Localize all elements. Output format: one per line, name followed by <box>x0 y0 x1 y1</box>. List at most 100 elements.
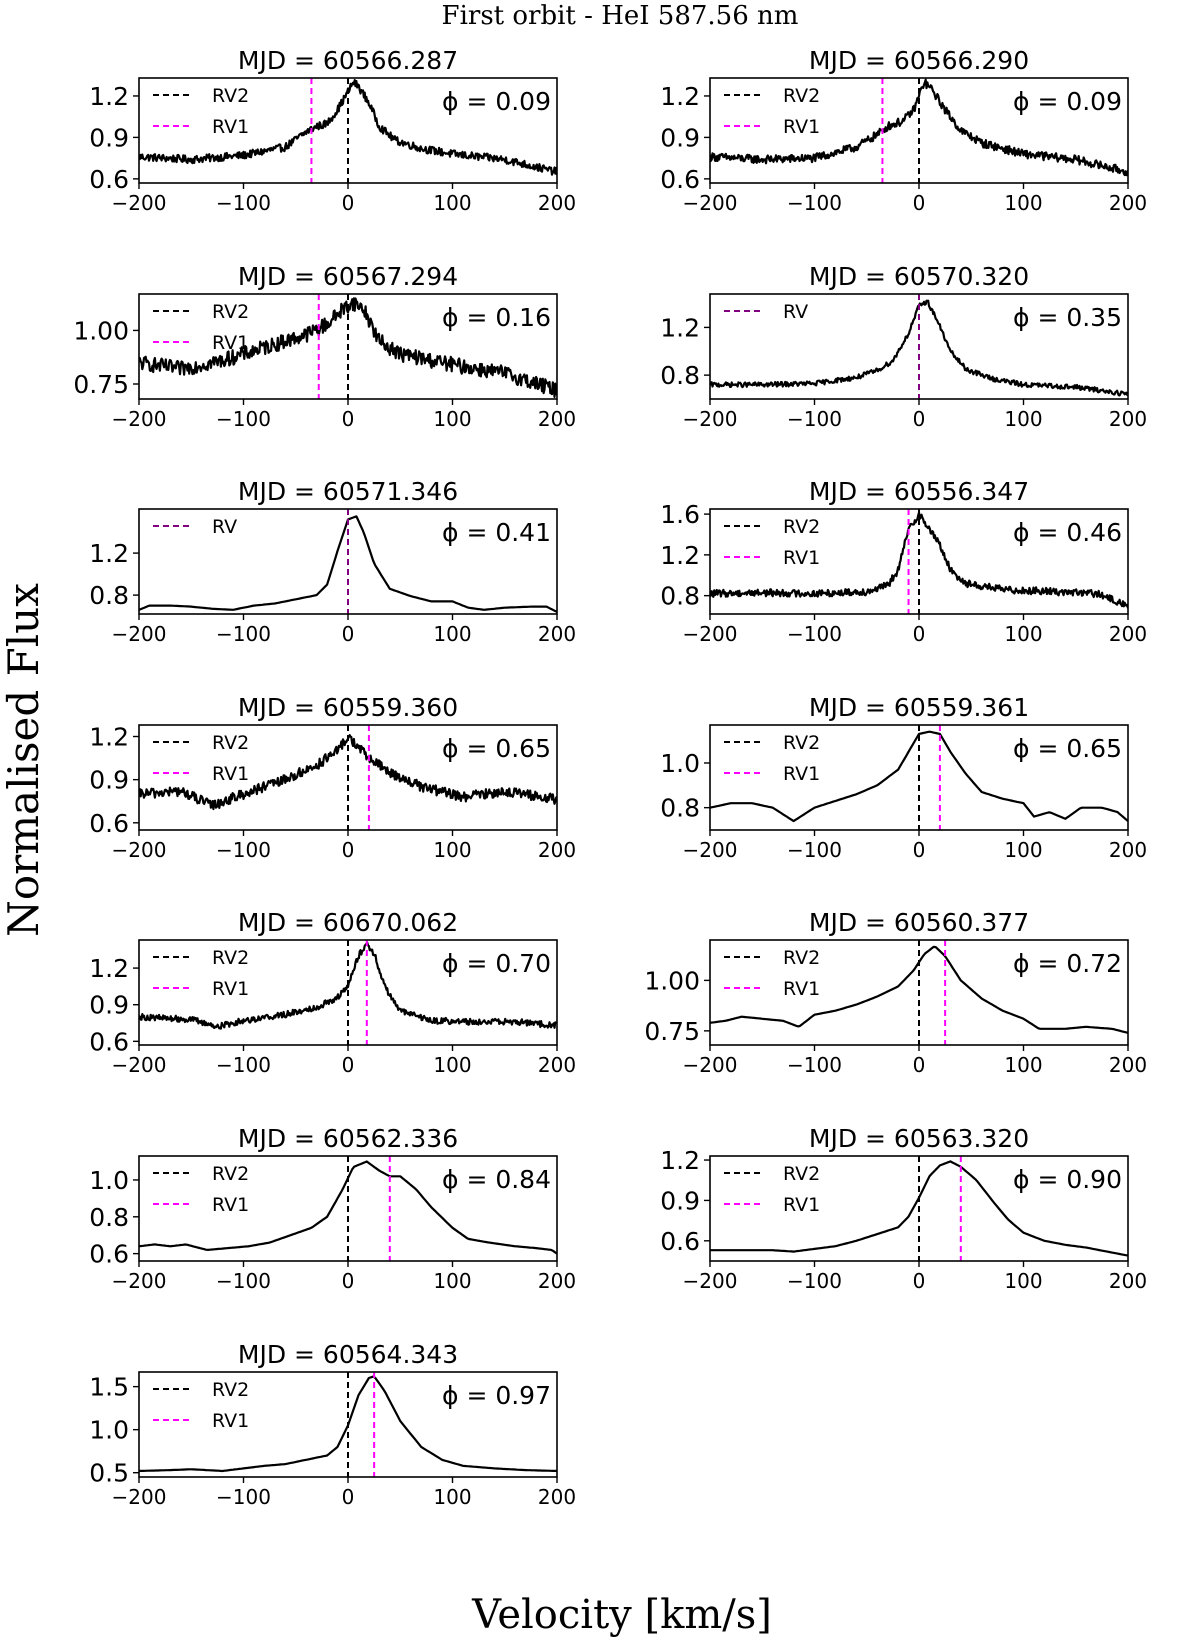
phase-label: ϕ = 0.84 <box>442 1165 551 1194</box>
x-tick-label: 0 <box>342 622 355 646</box>
y-tick-label: 0.8 <box>89 581 129 610</box>
x-tick-label: 100 <box>1004 1269 1042 1293</box>
x-tick-label: 200 <box>538 622 576 646</box>
phase-label: ϕ = 0.72 <box>1013 949 1122 978</box>
y-tick-label: 1.2 <box>89 539 129 568</box>
x-tick-label: 200 <box>538 1053 576 1077</box>
x-tick-label: 200 <box>538 191 576 215</box>
x-tick-label: −100 <box>787 407 842 431</box>
x-tick-label: 100 <box>433 407 471 431</box>
x-axis-label: Velocity [km/s] <box>471 1592 772 1638</box>
x-tick-label: −100 <box>787 1053 842 1077</box>
x-tick-label: 100 <box>433 622 471 646</box>
phase-label: ϕ = 0.09 <box>442 87 551 116</box>
spectrum-line <box>710 78 1128 177</box>
phase-label: ϕ = 0.09 <box>1013 87 1122 116</box>
subplot-title: MJD = 60567.294 <box>238 262 458 291</box>
spectrum-line <box>139 941 557 1030</box>
phase-label: ϕ = 0.65 <box>442 734 551 763</box>
x-tick-label: 100 <box>433 1269 471 1293</box>
x-tick-label: −200 <box>112 1485 167 1509</box>
phase-label: ϕ = 0.65 <box>1013 734 1122 763</box>
y-tick-label: 0.9 <box>89 123 129 152</box>
subplot-2: MJD = 60566.290 −200 −100 0 100 200 0.6 0.9 1.2 R… <box>660 46 1147 215</box>
phase-label: ϕ = 0.16 <box>442 303 551 332</box>
subplot-4: MJD = 60570.320 −200 −100 0 100 200 0.8 1.2 RV ϕ … <box>660 262 1147 431</box>
subplot-5: MJD = 60571.346 −200 −100 0 100 200 0.8 1.2 RV ϕ … <box>89 477 576 646</box>
subplot-6: MJD = 60556.347 −200 −100 0 100 200 0.8 1.2 1.6 R… <box>660 477 1147 646</box>
legend-label-rv1: RV1 <box>783 1194 820 1216</box>
x-tick-label: 200 <box>538 1485 576 1509</box>
subplot-grid: MJD = 60566.287 −200 −100 0 100 200 0.6 0.9 1.2 R… <box>73 46 1147 1509</box>
subplot-title: MJD = 60566.290 <box>809 46 1029 75</box>
phase-label: ϕ = 0.46 <box>1013 518 1122 547</box>
x-tick-label: 100 <box>433 838 471 862</box>
x-tick-label: −200 <box>112 1269 167 1293</box>
legend-label-rv2: RV2 <box>212 732 249 754</box>
y-tick-label: 1.00 <box>73 316 129 345</box>
y-tick-label: 0.8 <box>89 1203 129 1232</box>
x-tick-label: 200 <box>538 407 576 431</box>
x-tick-label: −200 <box>683 622 738 646</box>
x-tick-label: 0 <box>342 1053 355 1077</box>
legend-label-rv2: RV2 <box>212 1163 249 1185</box>
legend-label-rv2: RV2 <box>783 85 820 107</box>
x-tick-label: 100 <box>1004 407 1042 431</box>
y-tick-label: 0.8 <box>660 361 700 390</box>
legend-label-rv1: RV1 <box>212 763 249 785</box>
x-tick-label: 100 <box>1004 1053 1042 1077</box>
x-tick-label: −200 <box>683 838 738 862</box>
x-tick-label: −100 <box>216 407 271 431</box>
legend-label-rv2: RV2 <box>212 947 249 969</box>
y-tick-label: 1.2 <box>660 541 700 570</box>
y-tick-label: 1.2 <box>660 82 700 111</box>
y-tick-label: 1.6 <box>660 500 700 529</box>
x-tick-label: 200 <box>538 1269 576 1293</box>
legend-label-rv2: RV2 <box>783 516 820 538</box>
x-tick-label: 100 <box>433 1485 471 1509</box>
x-tick-label: 200 <box>1109 838 1147 862</box>
subplot-title: MJD = 60560.377 <box>809 908 1029 937</box>
x-tick-label: 0 <box>342 407 355 431</box>
subplot-title: MJD = 60571.346 <box>238 477 458 506</box>
y-tick-label: 0.6 <box>89 1027 129 1056</box>
subplot-title: MJD = 60566.287 <box>238 46 458 75</box>
subplot-10: MJD = 60560.377 −200 −100 0 100 200 0.75 1.00 RV… <box>644 908 1147 1077</box>
subplot-title: MJD = 60556.347 <box>809 477 1029 506</box>
subplot-11: MJD = 60562.336 −200 −100 0 100 200 0.6 0.8 1.0 R… <box>89 1124 576 1293</box>
legend-label-rv1: RV1 <box>783 763 820 785</box>
y-tick-label: 1.5 <box>89 1373 129 1402</box>
legend-label-rv2: RV2 <box>212 301 249 323</box>
x-tick-label: −100 <box>216 1269 271 1293</box>
y-tick-label: 1.2 <box>660 1146 700 1175</box>
legend-label-rv2: RV2 <box>783 1163 820 1185</box>
x-tick-label: 100 <box>1004 622 1042 646</box>
legend-label-rv1: RV1 <box>783 116 820 138</box>
x-tick-label: 200 <box>538 838 576 862</box>
y-tick-label: 1.2 <box>89 82 129 111</box>
y-tick-label: 0.9 <box>660 1186 700 1215</box>
subplot-title: MJD = 60564.343 <box>238 1340 458 1369</box>
y-tick-label: 0.6 <box>660 1227 700 1256</box>
x-tick-label: −100 <box>787 838 842 862</box>
x-tick-label: −200 <box>683 191 738 215</box>
x-tick-label: 0 <box>913 622 926 646</box>
y-tick-label: 1.0 <box>660 749 700 778</box>
legend-label-rv2: RV2 <box>212 1379 249 1401</box>
y-tick-label: 0.9 <box>89 766 129 795</box>
y-tick-label: 0.8 <box>660 794 700 823</box>
x-tick-label: 200 <box>1109 1269 1147 1293</box>
y-tick-label: 1.00 <box>644 966 700 995</box>
x-tick-label: 0 <box>913 407 926 431</box>
subplot-7: MJD = 60559.360 −200 −100 0 100 200 0.6 0.9 1.2 R… <box>89 693 576 862</box>
x-tick-label: 0 <box>342 1485 355 1509</box>
y-tick-label: 0.6 <box>660 165 700 194</box>
x-tick-label: 200 <box>1109 622 1147 646</box>
y-tick-label: 1.2 <box>660 313 700 342</box>
legend-label-rv: RV <box>212 516 237 538</box>
x-tick-label: 100 <box>1004 838 1042 862</box>
y-tick-label: 1.2 <box>89 954 129 983</box>
x-tick-label: 200 <box>1109 191 1147 215</box>
y-tick-label: 0.6 <box>89 809 129 838</box>
